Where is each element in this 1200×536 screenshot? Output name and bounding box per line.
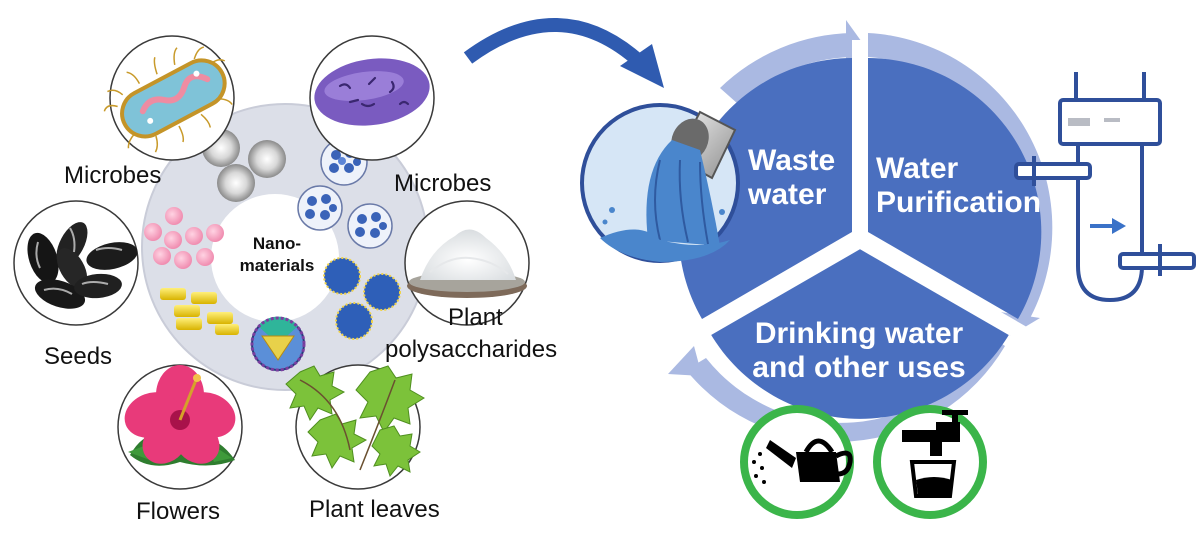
seeds-icon <box>13 200 139 326</box>
source-label-seeds: Seeds <box>44 343 113 370</box>
segment-label-waste-line2: water <box>748 177 827 211</box>
pipe-outflow-icon <box>580 103 740 263</box>
flow-arrow-icon <box>1112 218 1126 234</box>
hibiscus-flower-icon <box>117 364 243 490</box>
bacterium-purple-icon <box>309 35 435 161</box>
segment-label-drinking-water: Drinking water and other uses <box>748 317 970 384</box>
watering-can-icon <box>740 405 854 519</box>
nanomaterials-label-line2: materials <box>239 256 315 276</box>
layered-nanosphere-icon <box>250 316 306 372</box>
source-label-flowers: Flowers <box>136 498 221 525</box>
faucet-cup-icon <box>873 405 987 519</box>
source-label-microbes-right: Microbes <box>394 170 492 197</box>
segment-label-purification-line1: Water <box>876 152 959 185</box>
nanomaterials-label: Nano- materials <box>232 233 322 277</box>
segment-label-waste-water: Waste water <box>748 144 835 211</box>
bacterium-rod-icon <box>103 35 235 161</box>
pink-nanoparticles-icon <box>144 207 224 269</box>
segment-label-drinking-line1: Drinking water <box>754 317 964 350</box>
blue-cluster-nanoparticles-icon <box>297 138 393 249</box>
transition-arrowhead <box>620 44 664 88</box>
transition-arrow <box>463 18 645 68</box>
segment-label-drinking-line2: and other uses <box>752 350 966 384</box>
gold-nanorods-icon <box>160 288 239 335</box>
cycle-separators <box>686 40 1034 345</box>
segment-label-purification-line2: Purification <box>876 185 1042 219</box>
source-label-plant-leaves: Plant leaves <box>309 496 440 523</box>
filter-apparatus-icon <box>1014 72 1196 303</box>
green-leaves-icon <box>285 364 425 490</box>
powder-dish-icon <box>404 200 530 326</box>
source-label-polysaccharides: polysaccharides <box>385 336 558 363</box>
blue-dotted-nanospheres-icon <box>323 257 401 340</box>
nanomaterials-label-line1: Nano- <box>252 234 302 253</box>
segment-label-water-purification: Water Purification <box>876 152 1041 219</box>
segment-label-waste-line1: Waste <box>748 144 836 177</box>
source-label-plant: Plant <box>448 304 503 331</box>
source-label-microbes-left: Microbes <box>64 162 162 189</box>
